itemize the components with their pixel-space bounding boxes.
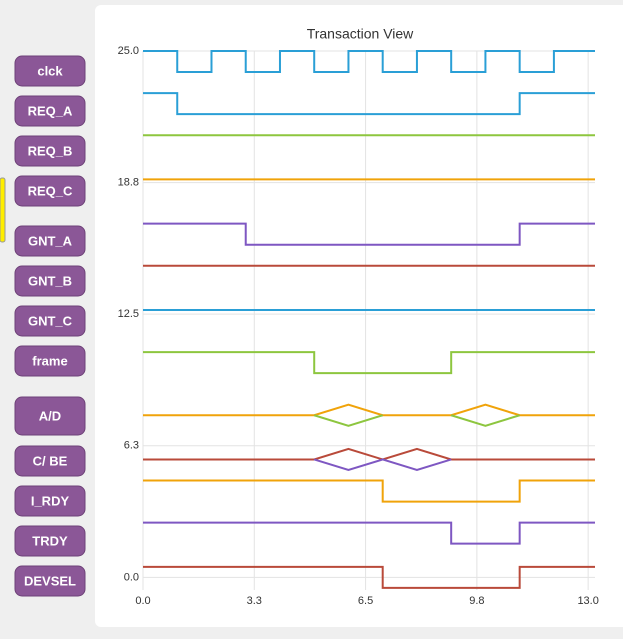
- signal-trace: [143, 403, 595, 417]
- signal-button[interactable]: REQ_C: [14, 175, 86, 207]
- button-label[interactable]: GNT_C: [28, 313, 73, 328]
- button-label[interactable]: TRDY: [32, 533, 68, 548]
- x-tick-label: 6.5: [358, 595, 373, 607]
- x-tick-label: 0.0: [135, 595, 150, 607]
- button-shape[interactable]: [14, 345, 86, 377]
- signal-button[interactable]: GNT_C: [14, 305, 86, 337]
- signal-button[interactable]: I_RDY: [14, 485, 86, 517]
- button-shape[interactable]: [14, 305, 86, 337]
- button-label[interactable]: I_RDY: [31, 493, 70, 508]
- signal-button[interactable]: GNT_B: [14, 265, 86, 297]
- button-label[interactable]: C/ BE: [33, 453, 68, 468]
- signal-trace: [143, 565, 595, 589]
- button-shape[interactable]: [14, 485, 86, 517]
- signal-button[interactable]: REQ_B: [14, 135, 86, 167]
- button-label[interactable]: A/D: [39, 408, 61, 423]
- signal-button[interactable]: DEVSEL: [14, 565, 86, 597]
- y-tick-label: 18.8: [118, 176, 139, 188]
- signal-trace: [313, 414, 383, 427]
- button-shape[interactable]: [14, 175, 86, 207]
- button-label[interactable]: frame: [32, 353, 67, 368]
- signal-trace: [143, 222, 595, 246]
- signal-button[interactable]: TRDY: [14, 525, 86, 557]
- signal-trace: [143, 479, 595, 503]
- signal-trace: [143, 50, 595, 74]
- button-shape[interactable]: [14, 565, 86, 597]
- focus-indicator: [0, 177, 6, 243]
- plot: 0.0 6.3 12.5 18.8 25.0 0.0 3.3 6.5 9.8 13.0: [118, 45, 599, 607]
- x-tick-label: 13.0: [577, 595, 598, 607]
- signal-trace: [143, 351, 595, 375]
- button-shape[interactable]: [14, 525, 86, 557]
- button-label[interactable]: GNT_B: [28, 273, 72, 288]
- button-label[interactable]: clck: [37, 63, 63, 78]
- signal-trace: [450, 414, 520, 427]
- y-tick-label: 6.3: [124, 440, 139, 452]
- signal-button[interactable]: C/ BE: [14, 445, 86, 477]
- x-tick-label: 9.8: [469, 595, 484, 607]
- signal-trace: [143, 521, 595, 545]
- chart-title: Transaction View: [307, 26, 414, 42]
- signal-button[interactable]: A/D: [14, 396, 86, 436]
- button-shape[interactable]: [14, 445, 86, 477]
- button-shape[interactable]: [14, 95, 86, 127]
- signal-button[interactable]: REQ_A: [14, 95, 86, 127]
- signal-button[interactable]: GNT_A: [14, 225, 86, 257]
- y-tick-label: 25.0: [118, 45, 139, 57]
- button-label[interactable]: REQ_A: [28, 103, 73, 118]
- signal-trace: [313, 458, 452, 472]
- signal-button[interactable]: frame: [14, 345, 86, 377]
- chart-panel: [95, 5, 623, 627]
- button-shape[interactable]: [14, 265, 86, 297]
- button-label[interactable]: GNT_A: [28, 233, 73, 248]
- button-label[interactable]: REQ_B: [28, 143, 73, 158]
- button-label[interactable]: DEVSEL: [24, 573, 76, 588]
- button-shape[interactable]: [14, 55, 86, 87]
- button-shape[interactable]: [14, 135, 86, 167]
- signal-trace: [143, 92, 595, 116]
- x-tick-label: 3.3: [247, 595, 262, 607]
- button-shape[interactable]: [14, 396, 86, 436]
- button-label[interactable]: REQ_C: [28, 183, 73, 198]
- y-tick-label: 12.5: [118, 308, 139, 320]
- button-shape[interactable]: [14, 225, 86, 257]
- signal-button[interactable]: clck: [14, 55, 86, 87]
- y-tick-label: 0.0: [124, 571, 139, 583]
